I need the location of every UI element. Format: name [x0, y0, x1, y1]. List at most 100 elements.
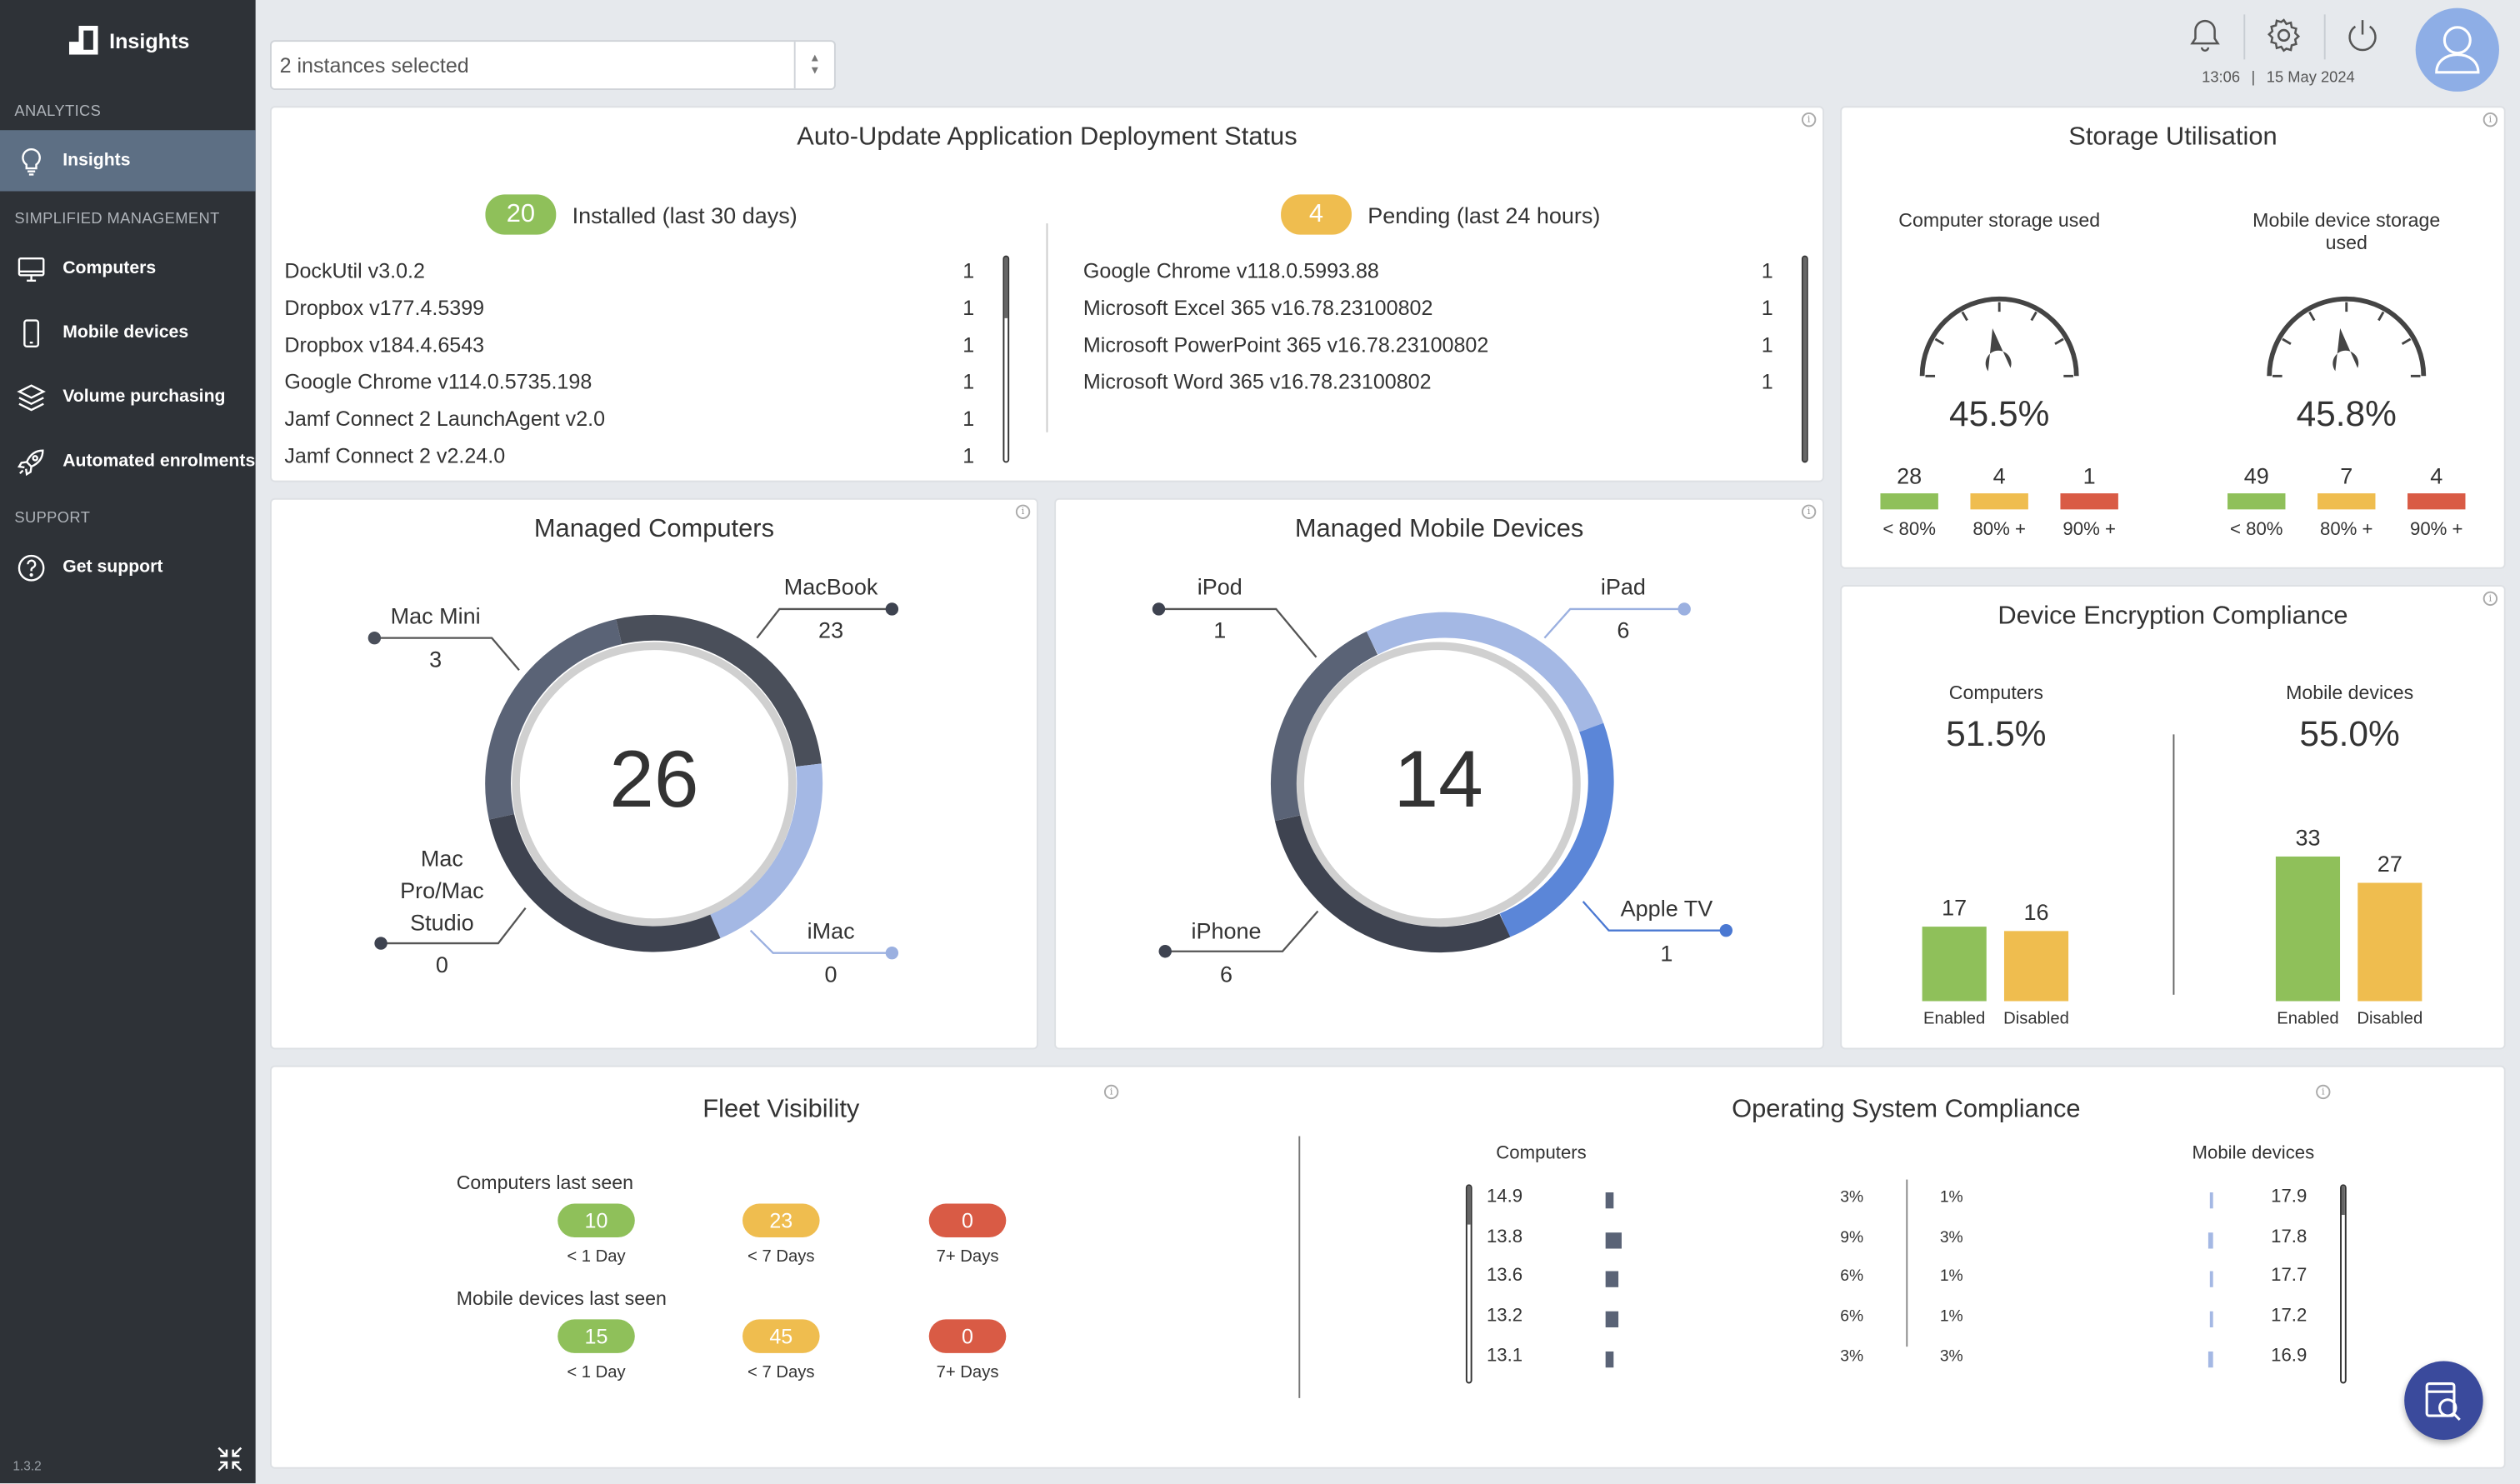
bucket-count: 7	[2340, 462, 2353, 489]
sidebar-item-automated-enrolments[interactable]: Automated enrolments	[0, 431, 256, 492]
info-icon[interactable]: i	[2482, 591, 2498, 607]
gauge-ticks	[2272, 302, 2421, 377]
app-name: Microsoft PowerPoint 365 v16.78.23100802	[1082, 332, 1489, 357]
bucket-label: 90% +	[2062, 520, 2116, 541]
pending-app-list[interactable]: Google Chrome v118.0.5993.88 1 Microsoft…	[1083, 259, 1791, 465]
leader-dot	[1719, 923, 1733, 937]
app-name: Microsoft Excel 365 v16.78.23100802	[1082, 295, 1433, 320]
mobile-last-seen-label: Mobile devices last seen	[456, 1287, 667, 1310]
segment-value: 1	[1213, 617, 1227, 643]
mobile-total: 14	[1393, 734, 1483, 825]
installed-app-list[interactable]: DockUtil v3.0.2 1 Dropbox v177.4.5399 1 …	[284, 259, 992, 465]
list-item: Jamf Connect 2 v2.24.0	[284, 443, 505, 464]
os-share-bar	[1605, 1272, 1618, 1288]
user-icon	[2435, 26, 2480, 74]
bucket-bar	[2060, 493, 2118, 510]
segment-value: 6	[1219, 961, 1233, 987]
segment-value: 3	[429, 646, 442, 672]
app-name: Dropbox v177.4.5399	[284, 295, 485, 320]
list-item: Microsoft PowerPoint 365 v16.78.23100802	[1083, 332, 1488, 357]
computer-storage-label: Computer storage used	[1898, 208, 2101, 232]
instances-select-value: 2 instances selected	[279, 52, 469, 77]
encryption-bar-value: 33	[2295, 825, 2320, 850]
app-name: Google Chrome v114.0.5735.198	[284, 369, 592, 394]
info-icon[interactable]: i	[1015, 504, 1031, 519]
app-count: 1	[1761, 258, 1773, 283]
installed-scrollbar[interactable]	[1002, 255, 1010, 463]
os-share-bar	[2208, 1232, 2213, 1248]
encryption-bar-disabled	[2003, 931, 2069, 1002]
os-percent: 3%	[1939, 1228, 1963, 1247]
leader-dot	[885, 946, 899, 960]
encryption-bar-chart: 17 16 33 27	[1922, 825, 2422, 1002]
gauge-tick	[2401, 337, 2412, 345]
storage-card: Storage Utilisation i Computer storage u…	[1840, 106, 2506, 569]
gauge-tick	[2030, 311, 2038, 322]
app-name: Dropbox v184.4.6543	[284, 332, 485, 357]
app-count: 1	[1761, 369, 1773, 394]
os-share-bar	[1605, 1311, 1618, 1328]
instances-select[interactable]: 2 instances selected ▲ ▼	[270, 40, 836, 91]
os-version: 14.9	[1486, 1187, 1523, 1207]
pending-scrollbar[interactable]	[1801, 255, 1808, 463]
os-share-bar	[2210, 1192, 2213, 1209]
app-count: 1	[962, 295, 975, 320]
segment-value: 0	[824, 961, 838, 987]
list-item: DockUtil v3.0.2	[284, 259, 425, 283]
sidebar-item-get-support[interactable]: Get support	[0, 537, 256, 597]
info-icon[interactable]: i	[2482, 112, 2498, 127]
avatar[interactable]	[2415, 7, 2499, 92]
gear-icon[interactable]	[2262, 14, 2304, 56]
scrollbar-thumb[interactable]	[1004, 257, 1008, 318]
power-icon[interactable]	[2342, 14, 2383, 56]
sidebar-item-computers[interactable]: Computers	[0, 237, 256, 298]
bell-icon[interactable]	[2184, 14, 2226, 56]
app-name: Jamf Connect 2 LaunchAgent v2.0	[284, 406, 606, 431]
segment-value: 6	[1617, 617, 1630, 643]
donut-segment-ipad	[1366, 612, 1604, 732]
list-item: Jamf Connect 2 LaunchAgent v2.0	[284, 407, 605, 431]
gauge-tick	[1961, 311, 1968, 322]
sidebar-item-volume-purchasing[interactable]: Volume purchasing	[0, 367, 256, 427]
scrollbar-thumb[interactable]	[1467, 1186, 1471, 1225]
gauge-ticks	[1925, 302, 2073, 377]
computers-total: 26	[609, 734, 699, 825]
donut-segment-mac-pro	[488, 813, 721, 952]
list-item: Google Chrome v114.0.5735.198	[284, 370, 592, 394]
bucket-count: 1	[2082, 462, 2096, 489]
info-icon[interactable]: i	[1103, 1084, 1119, 1100]
os-computers-scrollbar[interactable]	[1465, 1184, 1472, 1384]
sidebar-item-label: Insights	[62, 151, 131, 171]
datetime: 13:06 | 15 May 2024	[2202, 69, 2355, 87]
collapse-sidebar-icon[interactable]	[215, 1445, 244, 1474]
gauge-needle-body	[1985, 328, 2012, 372]
bucket-bar	[2228, 493, 2286, 510]
info-icon[interactable]: i	[2316, 1084, 2331, 1100]
computers-encryption-value: 51.5%	[1946, 713, 2047, 754]
disabled-label: Disabled	[2357, 1009, 2423, 1029]
os-percent: 1%	[1939, 1189, 1963, 1207]
info-icon[interactable]: i	[1801, 504, 1817, 519]
card-title: Storage Utilisation	[2068, 123, 2278, 152]
bucket-count: 49	[2243, 462, 2269, 489]
brand[interactable]: Insights	[68, 25, 189, 55]
search-assistant-button[interactable]	[2404, 1361, 2483, 1441]
auto-update-card: Auto-Update Application Deployment Statu…	[270, 106, 1824, 482]
os-percent: 3%	[1840, 1189, 1864, 1207]
segment-name: iMac	[807, 917, 855, 944]
app-name: Jamf Connect 2 v2.24.0	[284, 443, 506, 465]
sidebar-item-insights[interactable]: Insights	[0, 130, 256, 192]
scrollbar-thumb[interactable]	[2341, 1186, 2345, 1216]
info-icon[interactable]: i	[1801, 112, 1817, 127]
os-version: 13.2	[1486, 1307, 1523, 1327]
os-mobile-scrollbar[interactable]	[2340, 1184, 2347, 1384]
fleet-badge-label: 7+ Days	[936, 1247, 999, 1267]
sidebar-item-mobile-devices[interactable]: Mobile devices	[0, 302, 256, 363]
computer-storage-value: 45.5%	[1949, 393, 2050, 434]
computers-label: Computers	[1948, 681, 2043, 704]
os-column-divider	[1906, 1179, 1908, 1347]
select-arrows-icon: ▲ ▼	[793, 42, 834, 89]
scrollbar-thumb[interactable]	[1802, 257, 1807, 462]
segment-value: 1	[1660, 940, 1673, 967]
leader-ipad	[1543, 607, 1685, 639]
